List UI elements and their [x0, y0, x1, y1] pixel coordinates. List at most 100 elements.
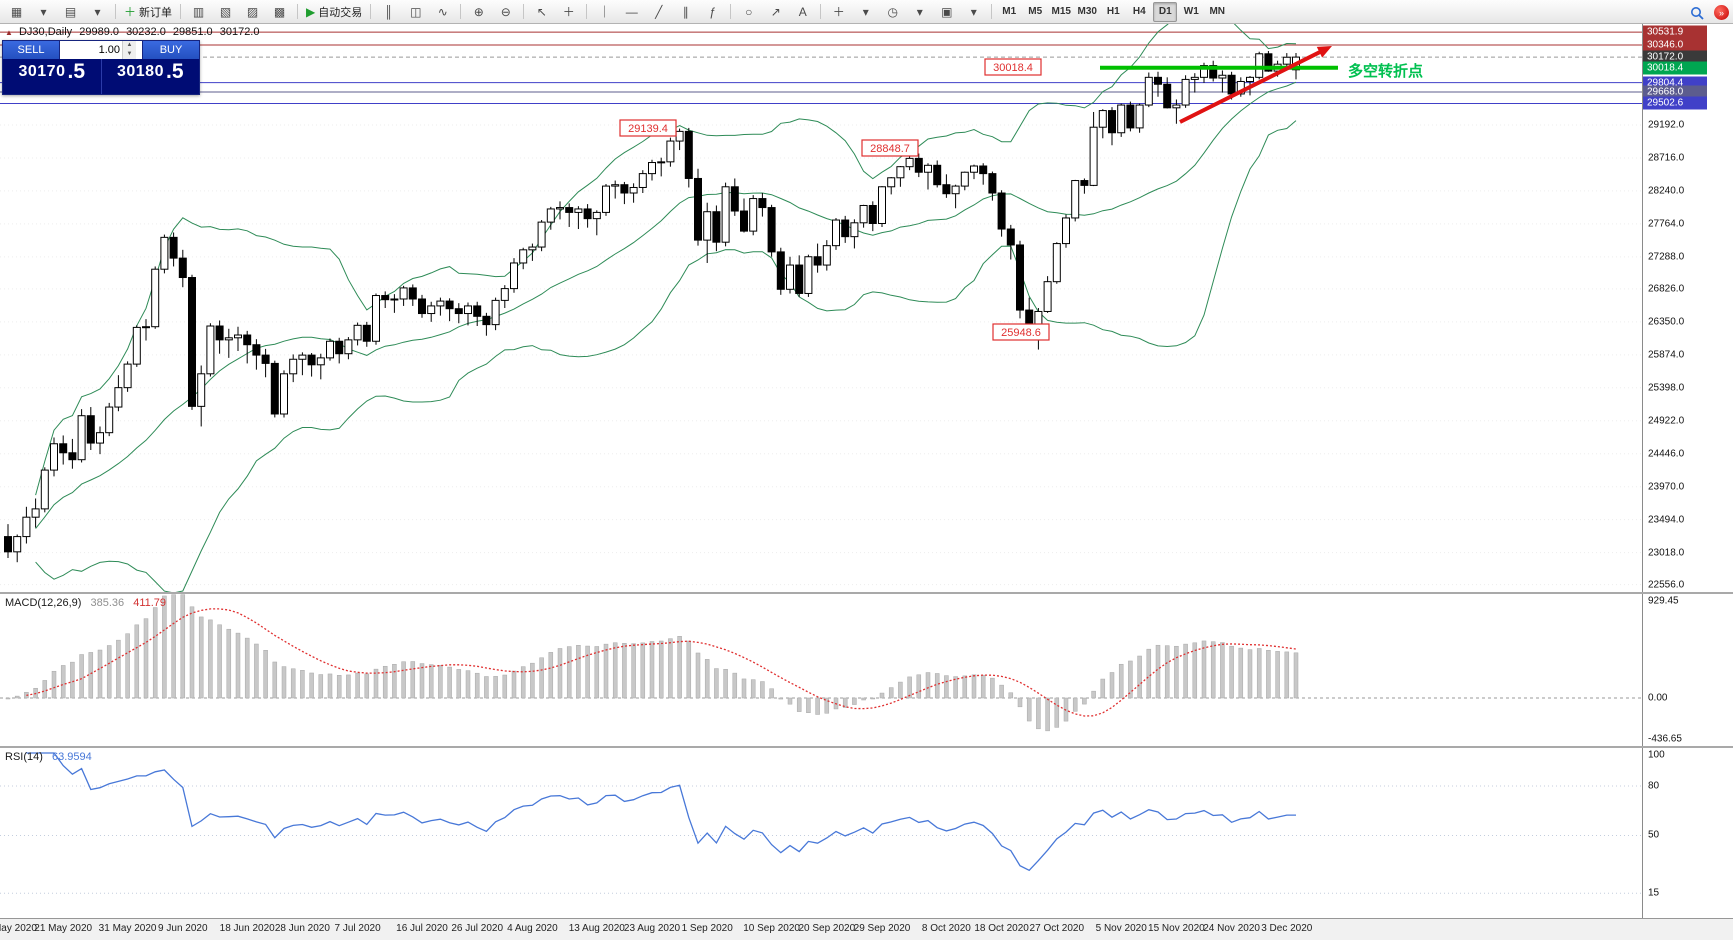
price-annotations: 30018.4 29139.4 28848.7 25948.6	[619, 58, 1050, 341]
market-watch-button[interactable]: ▥	[192, 4, 205, 19]
timeframe-button-h4[interactable]: H4	[1132, 6, 1146, 17]
zoom-in-button[interactable]: ⊕	[473, 4, 484, 19]
macd-name: MACD(12,26,9)	[5, 597, 82, 609]
rsi-value: 63.9594	[51, 751, 92, 763]
rsi-axis-label: 50	[1648, 829, 1660, 841]
candlestick-chart-button[interactable]: ◫	[410, 4, 422, 19]
navigator-button[interactable]: ▨	[246, 4, 259, 19]
crosshair-button[interactable]: ＋	[562, 5, 575, 19]
profiles-dropdown[interactable]: ▾	[94, 4, 101, 19]
price-tick-label: 29192.0	[1648, 119, 1685, 131]
time-axis-label: 16 Jul 2020	[396, 923, 448, 934]
panel-divider[interactable]	[0, 746, 1733, 748]
top-toolbar: ▦ ▾ ▤ ▾ ＋新订单 ▥ ▧ ▨ ▩ ▶ 自动交易 ║ ◫ ∿ ⊕ ⊖ ↖ ＋ ｜ — ╱ ∥ ƒ ○ ↗ A ＋ ▾ ◷ ▾ ▣ ▾ M…	[0, 0, 1733, 24]
terminal-button[interactable]: ▩	[273, 4, 286, 19]
annotation-text: 25948.6	[1001, 327, 1041, 339]
buy-button[interactable]: BUY	[143, 41, 199, 59]
time-axis-label: 28 Jun 2020	[274, 923, 330, 934]
rsi-axis[interactable]: 100 80 50 15	[1642, 748, 1733, 918]
profiles-button[interactable]: ▤	[64, 4, 77, 19]
macd-axis[interactable]: 929.45 0.00 -436.65	[1642, 594, 1733, 746]
rsi-axis-label: 80	[1648, 780, 1660, 792]
time-axis-label: 8 Oct 2020	[921, 923, 971, 934]
macd-axis-label: 0.00	[1648, 692, 1668, 704]
trend-arrow[interactable]	[1179, 47, 1326, 124]
toolbar-separator	[115, 4, 116, 19]
main-chart-panel[interactable]: 30018.4 29139.4 28848.7 25948.6 多空转折点	[0, 24, 1642, 592]
price-tick-label: 23018.0	[1648, 547, 1685, 559]
sell-button[interactable]: SELL	[3, 41, 59, 59]
line-chart-button[interactable]: ∿	[437, 4, 448, 19]
price-tick-label: 23970.0	[1648, 481, 1685, 493]
channel-button[interactable]: ∥	[682, 4, 689, 19]
indicators-dropdown[interactable]: ▾	[862, 4, 869, 19]
horizontal-line-button[interactable]: —	[625, 4, 638, 19]
macd-panel[interactable]: MACD(12,26,9) 385.36 411.79	[0, 594, 1642, 746]
autotrading-button[interactable]: ▶ 自动交易	[306, 4, 363, 19]
trend-arrow-head	[1316, 46, 1332, 58]
periods-dropdown[interactable]: ▾	[916, 4, 923, 19]
timeframe-button-d1[interactable]: D1	[1153, 1, 1178, 22]
templates-dropdown[interactable]: ▾	[970, 4, 977, 19]
timeframe-button-w1[interactable]: W1	[1183, 6, 1199, 17]
periods-button[interactable]: ◷	[887, 4, 898, 19]
indicators-button[interactable]: ＋	[832, 5, 845, 19]
rsi-axis-label: 100	[1648, 749, 1665, 761]
buy-price[interactable]: 30180 .5	[102, 59, 200, 94]
bollinger-lower	[35, 120, 1297, 592]
price-marker: 30018.4	[1643, 61, 1707, 75]
macd-label: MACD(12,26,9) 385.36 411.79	[5, 597, 166, 609]
buy-price-frac: .5	[165, 60, 184, 83]
timeframe-button-m1[interactable]: M1	[1002, 6, 1017, 17]
price-tick-label: 27764.0	[1648, 218, 1685, 230]
templates-button[interactable]: ▣	[941, 4, 953, 19]
zoom-out-button[interactable]: ⊖	[500, 4, 511, 19]
cursor-button[interactable]: ↖	[536, 4, 547, 19]
price-tick-label: 24446.0	[1648, 448, 1685, 460]
new-order-button[interactable]: ＋新订单	[124, 5, 173, 19]
macd-canvas[interactable]	[0, 594, 1642, 746]
timeframe-button-m30[interactable]: M30	[1077, 6, 1097, 17]
data-window-button[interactable]: ▧	[219, 4, 232, 19]
timeframe-button-m5[interactable]: M5	[1028, 6, 1043, 17]
timeframe-button-h1[interactable]: H1	[1106, 6, 1120, 17]
fibonacci-button[interactable]: ƒ	[709, 4, 717, 19]
price-axis[interactable]: 29192.0 28716.0 28240.0 27764.0 27288.0 26826…	[1642, 24, 1733, 592]
time-axis-label: 21 May 2020	[34, 923, 93, 934]
shapes-button[interactable]: ○	[745, 4, 753, 19]
rsi-panel[interactable]: RSI(14) 63.9594	[0, 748, 1642, 918]
timeframe-button-mn[interactable]: MN	[1209, 6, 1226, 17]
volume-input[interactable]	[60, 43, 122, 57]
text-button[interactable]: A	[798, 4, 807, 19]
macd-histogram	[5, 594, 1299, 732]
price-tick-label: 27288.0	[1648, 251, 1685, 263]
panel-divider[interactable]	[0, 592, 1733, 594]
toolbar-separator	[730, 4, 732, 19]
vertical-line-button[interactable]: ｜	[598, 5, 611, 19]
volume-down-icon[interactable]: ▼	[123, 50, 136, 59]
time-axis-label: 26 Jul 2020	[451, 923, 504, 934]
arrows-button[interactable]: ↗	[770, 4, 781, 19]
volume-up-icon[interactable]: ▲	[123, 41, 136, 50]
main-chart-canvas[interactable]: 30018.4 29139.4 28848.7 25948.6 多空转折点	[0, 24, 1642, 592]
new-chart-button[interactable]: ▦	[10, 4, 23, 19]
search-icon[interactable]	[1684, 2, 1709, 23]
rsi-name: RSI(14)	[5, 751, 43, 763]
one-click-collapse-icon[interactable]: ▲	[5, 28, 13, 37]
toolbar-separator	[460, 4, 462, 19]
community-icon[interactable]: »	[1714, 5, 1729, 20]
rsi-line	[26, 752, 1296, 872]
sell-price[interactable]: 30170 .5	[3, 59, 102, 94]
rsi-canvas[interactable]	[0, 748, 1642, 918]
trendline-button[interactable]: ╱	[655, 4, 663, 19]
timeframe-button-m15[interactable]: M15	[1051, 6, 1071, 17]
annotation-box	[984, 58, 1042, 76]
toolbar-separator	[991, 4, 993, 19]
open-value: 29989.0	[79, 26, 119, 38]
bar-chart-button[interactable]: ║	[384, 4, 393, 19]
macd-axis-label: -436.65	[1648, 733, 1682, 745]
new-chart-dropdown[interactable]: ▾	[40, 4, 47, 19]
bollinger-bands	[35, 24, 1297, 592]
